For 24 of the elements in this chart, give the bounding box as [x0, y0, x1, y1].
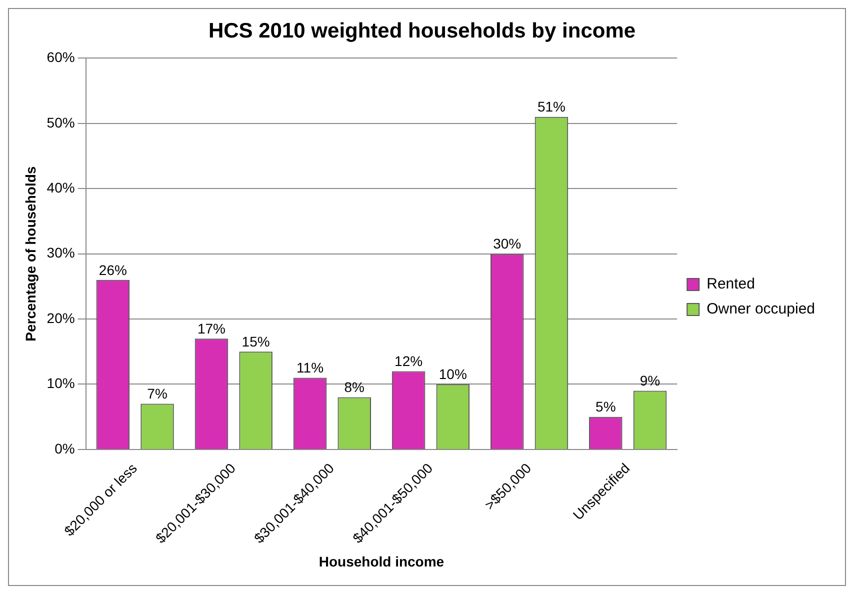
- y-tick-label: 30%: [46, 244, 75, 261]
- y-tick-label: 50%: [46, 114, 75, 130]
- data-label: 26%: [98, 262, 127, 278]
- data-label: 7%: [147, 386, 168, 402]
- data-label: 9%: [640, 372, 660, 389]
- y-tick-label: 60%: [46, 49, 75, 66]
- data-label: 12%: [394, 353, 423, 370]
- y-tick-label: 0%: [54, 440, 75, 456]
- y-axis-title: Percentage of households: [22, 166, 38, 342]
- data-label: 15%: [242, 334, 270, 350]
- y-tick-label: 40%: [46, 179, 75, 196]
- legend-label: Rented: [706, 276, 755, 293]
- data-label: 10%: [438, 366, 467, 382]
- data-label: 30%: [493, 236, 522, 252]
- data-label: 5%: [596, 398, 616, 415]
- x-axis-title: Household income: [318, 553, 444, 570]
- data-label: 11%: [296, 360, 324, 376]
- data-label: 51%: [537, 98, 566, 115]
- data-label: 8%: [344, 379, 364, 396]
- data-label: 17%: [197, 320, 226, 336]
- y-tick-label: 10%: [46, 375, 75, 392]
- chart-title: HCS 2010 weighted households by income: [208, 19, 636, 42]
- legend-label: Owner occupied: [706, 300, 816, 318]
- y-tick-label: 20%: [46, 310, 75, 326]
